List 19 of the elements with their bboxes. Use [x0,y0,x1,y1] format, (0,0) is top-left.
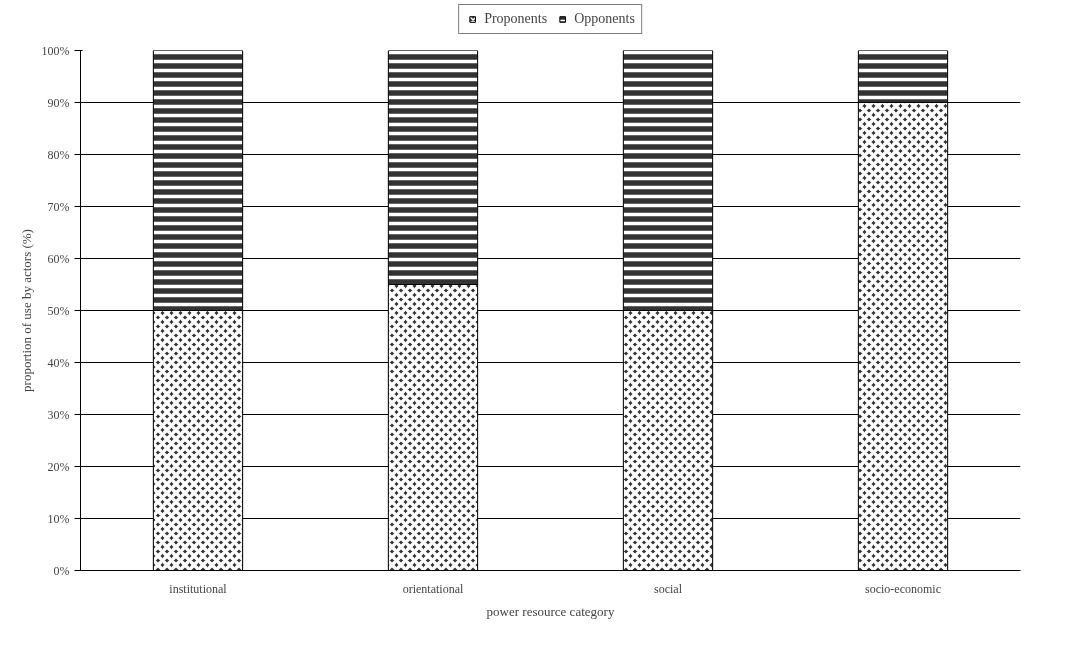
y-tick-label: 0% [53,563,70,578]
y-axis-title: proportion of use by actors (%) [18,229,34,392]
y-tick-label: 30% [47,407,70,422]
x-axis-title: power resource category [486,603,615,619]
x-tick-label: socio-economic [865,581,941,596]
x-tick-label: institutional [169,581,228,596]
y-tick-label: 80% [47,147,70,162]
y-tick-label: 20% [47,459,70,474]
y-tick-label: 100% [41,43,70,58]
y-tick-label: 70% [47,199,70,214]
legend-label: Opponents [574,11,635,27]
x-tick-label: social [654,581,683,596]
y-tick-label: 50% [47,303,70,318]
y-tick-label: 60% [47,251,70,266]
x-tick-label: orientational [402,581,464,596]
y-tick-label: 10% [47,511,70,526]
legend-label: Proponents [484,11,548,27]
y-tick-label: 90% [47,95,70,110]
y-tick-label: 40% [47,355,70,370]
